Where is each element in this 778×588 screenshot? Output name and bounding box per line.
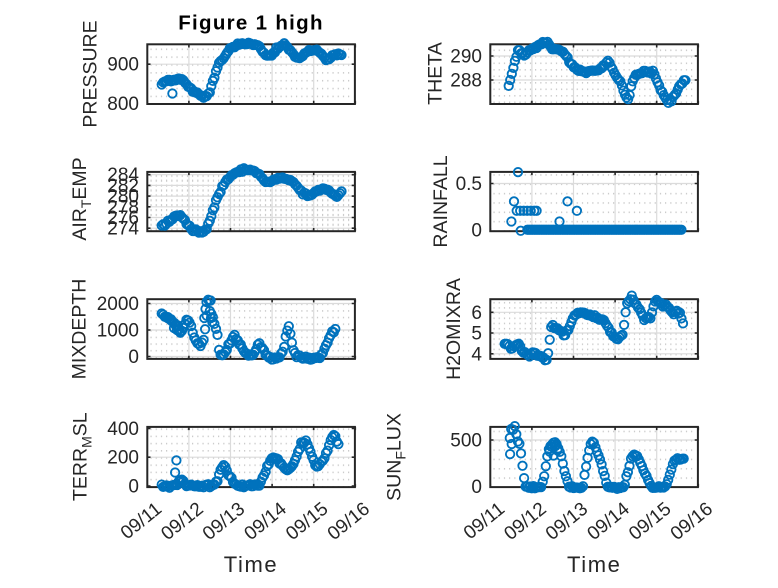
svg-text:290: 290 xyxy=(450,47,482,68)
svg-text:282: 282 xyxy=(107,176,139,197)
svg-text:284: 284 xyxy=(107,165,139,186)
svg-text:MIXDEPTH: MIXDEPTH xyxy=(69,279,91,380)
svg-text:0: 0 xyxy=(128,477,139,498)
svg-text:280: 280 xyxy=(107,187,139,208)
svg-text:200: 200 xyxy=(107,448,139,469)
svg-text:5: 5 xyxy=(471,324,482,345)
svg-text:2000: 2000 xyxy=(97,294,139,315)
svg-text:H2OMIXRA: H2OMIXRA xyxy=(443,278,465,380)
svg-text:Time: Time xyxy=(224,552,278,577)
svg-text:4: 4 xyxy=(471,344,482,365)
svg-text:AIRTEMP: AIRTEMP xyxy=(69,157,94,240)
svg-text:TERRMSL: TERRMSL xyxy=(70,412,95,501)
svg-text:1000: 1000 xyxy=(97,321,139,342)
svg-text:PRESSURE: PRESSURE xyxy=(80,20,102,127)
svg-text:Time: Time xyxy=(567,552,621,577)
svg-text:288: 288 xyxy=(450,71,482,92)
svg-text:Figure 1 high: Figure 1 high xyxy=(178,12,324,35)
svg-text:400: 400 xyxy=(107,419,139,440)
svg-text:0: 0 xyxy=(128,347,139,368)
svg-text:THETA: THETA xyxy=(425,42,447,104)
svg-text:0: 0 xyxy=(471,477,482,498)
svg-text:274: 274 xyxy=(107,219,139,240)
svg-text:0.5: 0.5 xyxy=(456,174,482,195)
svg-text:6: 6 xyxy=(471,303,482,324)
svg-text:276: 276 xyxy=(107,208,139,229)
svg-text:0: 0 xyxy=(471,221,482,242)
svg-text:900: 900 xyxy=(107,55,139,76)
svg-text:RAINFALL: RAINFALL xyxy=(430,155,452,247)
svg-text:800: 800 xyxy=(107,94,139,115)
svg-text:500: 500 xyxy=(450,431,482,452)
svg-text:278: 278 xyxy=(107,197,139,218)
